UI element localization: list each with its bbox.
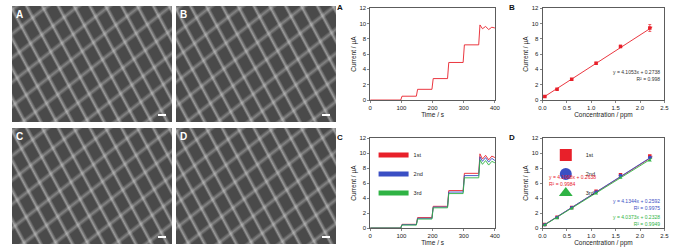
svg-text:2: 2 xyxy=(535,82,539,88)
svg-text:6: 6 xyxy=(535,180,539,186)
svg-text:2: 2 xyxy=(363,82,367,88)
svg-text:2: 2 xyxy=(535,210,539,216)
svg-text:0: 0 xyxy=(363,97,367,103)
svg-text:10: 10 xyxy=(360,20,367,26)
svg-text:y = 4.1068x + 0.2638R² = 0.998: y = 4.1068x + 0.2638R² = 0.9984 xyxy=(549,174,596,187)
svg-text:6: 6 xyxy=(363,180,367,186)
svg-text:200: 200 xyxy=(428,233,439,239)
svg-text:0: 0 xyxy=(535,97,539,103)
svg-text:10: 10 xyxy=(360,150,367,156)
html-text:D: D xyxy=(180,131,188,142)
svg-text:2nd: 2nd xyxy=(586,171,595,177)
svg-text:2.0: 2.0 xyxy=(636,105,645,111)
svg-text:10: 10 xyxy=(532,150,539,156)
svg-text:Current / μA: Current / μA xyxy=(350,165,358,201)
svg-text:4: 4 xyxy=(535,195,539,201)
svg-text:12: 12 xyxy=(532,135,539,141)
svg-text:6: 6 xyxy=(535,51,539,57)
svg-text:300: 300 xyxy=(459,233,470,239)
svg-text:6: 6 xyxy=(363,51,367,57)
svg-text:400: 400 xyxy=(490,105,501,111)
svg-text:y = 4.1053x + 0.2738R² = 0.998: y = 4.1053x + 0.2738R² = 0.998 xyxy=(613,69,660,82)
svg-text:1st: 1st xyxy=(586,152,594,158)
html-text:A: A xyxy=(16,9,24,20)
svg-text:0.5: 0.5 xyxy=(563,233,572,239)
svg-text:12: 12 xyxy=(360,5,367,11)
svg-text:8: 8 xyxy=(535,36,539,42)
svg-text:8: 8 xyxy=(363,165,367,171)
svg-text:1st: 1st xyxy=(414,152,422,158)
svg-text:4: 4 xyxy=(363,195,367,201)
svg-text:0: 0 xyxy=(535,225,539,231)
svg-text:1.0: 1.0 xyxy=(587,105,596,111)
svg-text:Time / s: Time / s xyxy=(421,239,445,246)
svg-text:100: 100 xyxy=(396,233,407,239)
svg-text:Concentration / ppm: Concentration / ppm xyxy=(574,111,633,119)
svg-text:A: A xyxy=(337,3,343,12)
svg-text:0.0: 0.0 xyxy=(538,105,547,111)
svg-text:y = 4.0373x + 0.2328R² = 0.994: y = 4.0373x + 0.2328R² = 0.9949 xyxy=(613,214,660,227)
svg-text:3rd: 3rd xyxy=(414,190,422,196)
svg-text:400: 400 xyxy=(490,233,501,239)
svg-text:2.5: 2.5 xyxy=(660,233,669,239)
html-text:C: C xyxy=(16,131,24,142)
svg-text:300: 300 xyxy=(459,105,470,111)
svg-text:0.0: 0.0 xyxy=(538,233,547,239)
svg-text:4: 4 xyxy=(535,66,539,72)
svg-text:2.5: 2.5 xyxy=(660,105,669,111)
svg-text:0: 0 xyxy=(369,105,373,111)
svg-text:2.0: 2.0 xyxy=(636,233,645,239)
svg-text:100: 100 xyxy=(396,105,407,111)
svg-text:0: 0 xyxy=(363,225,367,231)
svg-text:y = 4.1344x + 0.2592R² = 0.997: y = 4.1344x + 0.2592R² = 0.9975 xyxy=(613,198,660,211)
svg-text:B: B xyxy=(509,3,515,12)
svg-text:12: 12 xyxy=(532,5,539,11)
svg-text:0.5: 0.5 xyxy=(563,105,572,111)
svg-text:4: 4 xyxy=(363,66,367,72)
svg-text:10: 10 xyxy=(532,20,539,26)
svg-text:2nd: 2nd xyxy=(414,171,423,177)
svg-text:Current / μA: Current / μA xyxy=(522,36,530,72)
svg-text:Current / μA: Current / μA xyxy=(522,165,530,201)
svg-text:12: 12 xyxy=(360,135,367,141)
html-text:B: B xyxy=(180,9,188,20)
svg-text:Concentration / ppm: Concentration / ppm xyxy=(574,239,633,247)
svg-text:Time / s: Time / s xyxy=(421,111,445,118)
svg-text:200: 200 xyxy=(428,105,439,111)
svg-text:1.5: 1.5 xyxy=(611,105,620,111)
svg-text:C: C xyxy=(337,133,343,142)
svg-text:1.0: 1.0 xyxy=(587,233,596,239)
svg-text:2: 2 xyxy=(363,210,367,216)
svg-text:0: 0 xyxy=(369,233,373,239)
svg-text:3rd: 3rd xyxy=(586,190,594,196)
svg-text:1.5: 1.5 xyxy=(611,233,620,239)
svg-text:8: 8 xyxy=(363,36,367,42)
svg-text:D: D xyxy=(509,133,515,142)
svg-text:8: 8 xyxy=(535,165,539,171)
svg-text:Current / μA: Current / μA xyxy=(350,36,358,72)
